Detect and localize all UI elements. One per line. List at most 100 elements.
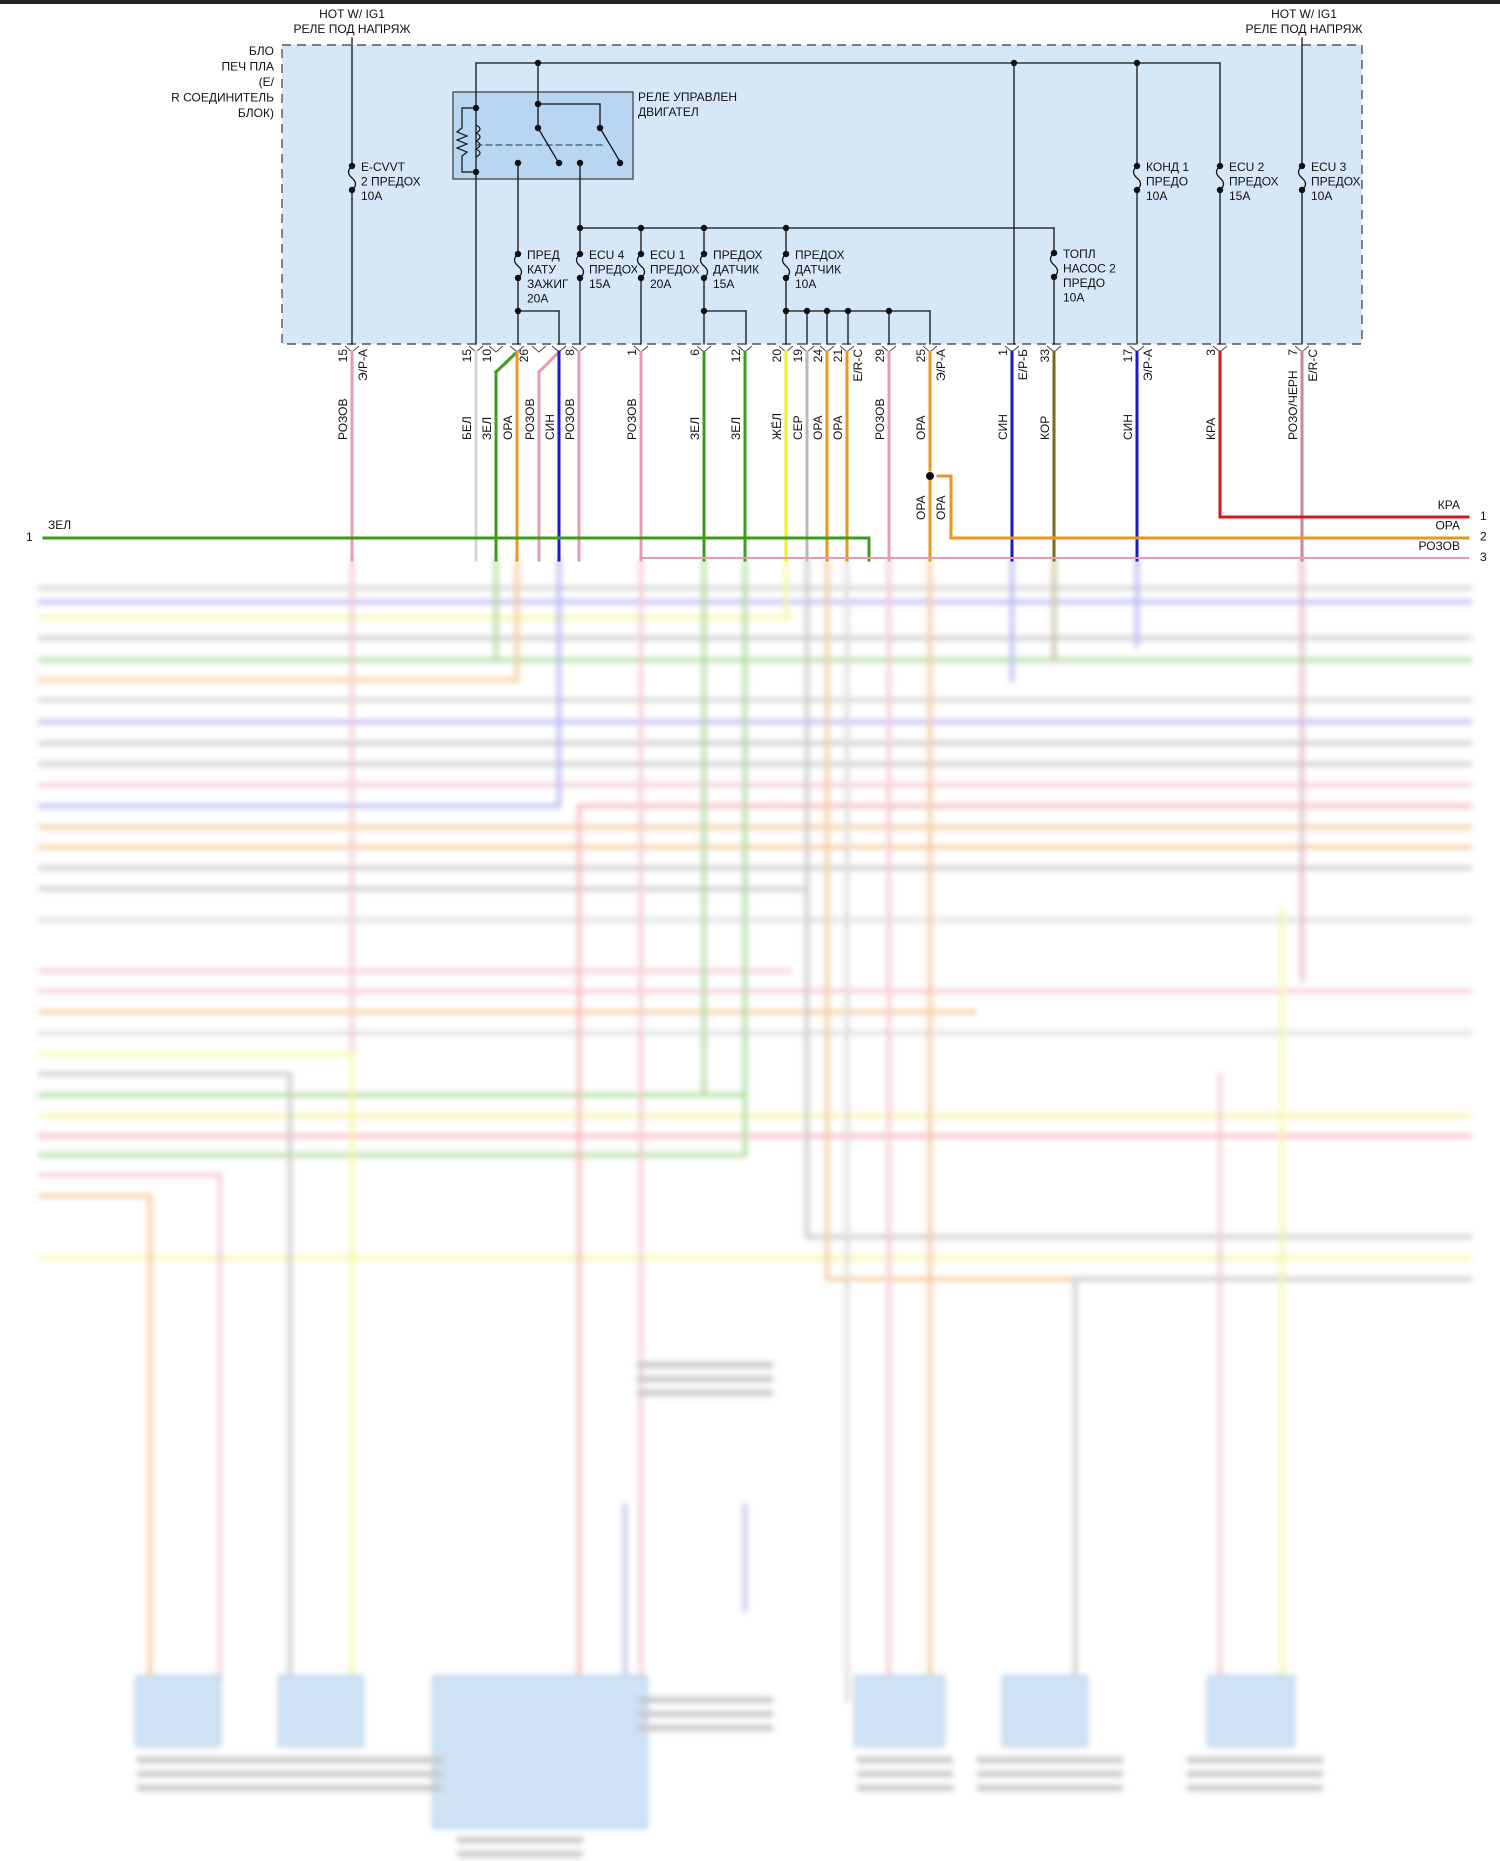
fuse-label-ecu2: ПРЕДОХ (1229, 175, 1279, 189)
wire-pin-number: 8 (563, 349, 577, 356)
fuse-block-box (281, 44, 1363, 345)
fuse-terminal (700, 274, 708, 282)
fuse-terminal (1298, 162, 1306, 170)
wire-connector-label: E/R-C (1306, 349, 1320, 382)
connector-terminal-icon (488, 345, 504, 353)
fuse-icon (575, 253, 585, 279)
wire-color-label: СИН (1121, 414, 1135, 440)
junction-dot (555, 159, 563, 167)
fuse-block-label: ПЕЧ ПЛА (222, 60, 274, 74)
fuse-label-pred-katu-zazhig: КАТУ (527, 263, 556, 277)
junction-dot (576, 224, 584, 232)
junction-dot (534, 100, 542, 108)
fuse-terminal (782, 274, 790, 282)
fuse-terminal (637, 274, 645, 282)
wire-color-label: СЕР (791, 415, 805, 440)
fuse-icon (513, 253, 523, 279)
fuse-label-kond1: ПРЕДО (1146, 175, 1188, 189)
fuse-terminal (637, 250, 645, 258)
fuse-terminal (514, 274, 522, 282)
relay-resistor (455, 107, 476, 173)
junction-dot (1010, 59, 1018, 67)
wire-color-label: ОРА (914, 415, 928, 440)
blurred-component-box (1002, 1675, 1088, 1747)
relay-label: РЕЛЕ УПРАВЛЕН (638, 90, 737, 104)
wire-pin-number: 26 (517, 349, 531, 363)
fuse-label-predox-datchik-15: ПРЕДОХ (713, 248, 763, 262)
wire-pin-number: 15 (460, 349, 474, 363)
wire-color-label: КОР (1038, 416, 1052, 440)
splice-wire-label: ОРА (914, 495, 928, 520)
wire-color-label: ОРА (831, 415, 845, 440)
hot-ig1-label-left: HOT W/ IG1 (319, 7, 385, 21)
fuse-icon (347, 165, 357, 191)
right-connector-label: РОЗОВ (1418, 539, 1460, 553)
wire-connector-label: Э/Р-А (934, 349, 948, 381)
fuse-label-ecu1: ECU 1 (650, 248, 686, 262)
fuse-terminal (1050, 273, 1058, 281)
blurred-component-box (1207, 1675, 1295, 1747)
blurred-component-box (278, 1675, 364, 1747)
right-connector-pin: 3 (1480, 550, 1487, 564)
wire-color-label: ЗЕЛ (480, 417, 494, 440)
fuse-label-pred-katu-zazhig: 20A (527, 292, 548, 306)
fuse-label-pred-katu-zazhig: ПРЕД (527, 248, 560, 262)
left-connector-pin: 1 (26, 530, 33, 544)
fuse-terminal (1216, 162, 1224, 170)
fuse-label-ecu4: ПРЕДОХ (589, 263, 639, 277)
wire-color-label: КРА (1204, 418, 1218, 440)
right-connector-pin: 1 (1480, 509, 1487, 523)
fuse-label-ecu3: ECU 3 (1311, 160, 1347, 174)
wire-pin-number: 33 (1038, 349, 1052, 363)
blurred-background (0, 560, 1500, 1861)
wire-pin-number: 1 (996, 349, 1010, 356)
relay-label: ДВИГАТЕЛ (638, 105, 699, 119)
junction-dot (514, 307, 522, 315)
junction-dot (616, 159, 624, 167)
fuse-icon (1297, 165, 1307, 191)
wire-color-label: ЗЕЛ (729, 417, 743, 440)
wire-РОЗОВ (536, 349, 562, 375)
wire-pin-number: 25 (914, 349, 928, 363)
wire-connector-label: E/R-C (851, 349, 865, 382)
wire-pin-number: 1 (625, 349, 639, 356)
fuse-terminal (700, 250, 708, 258)
fuse-terminal (1133, 162, 1141, 170)
wire-pin-number: 3 (1204, 349, 1218, 356)
fuse-icon (1049, 252, 1059, 278)
splice-dot (926, 472, 934, 480)
fuse-label-ecu2: ECU 2 (1229, 160, 1265, 174)
fuse-icon (781, 253, 791, 279)
wire-pin-number: 21 (831, 349, 845, 363)
hot-ig1-label-right: HOT W/ IG1 (1271, 7, 1337, 21)
fuse-label-pred-katu-zazhig: ЗАЖИГ (527, 277, 569, 291)
fuse-terminal (514, 250, 522, 258)
wire-color-label: РОЗО/ЧЕРН (1286, 370, 1300, 440)
wire-color-label: БЕЛ (460, 416, 474, 440)
relay-switch-contact (537, 127, 558, 161)
junction-dot (844, 307, 852, 315)
wire-pin-number: 6 (688, 349, 702, 356)
fuse-block-label: R СОЕДИНИТЕЛЬ (171, 91, 274, 105)
fuse-label-ecu4: ECU 4 (589, 248, 625, 262)
wire-color-label: РОЗОВ (523, 398, 537, 440)
connector-terminal-icon (531, 345, 547, 353)
wire-pin-number: 7 (1286, 349, 1300, 356)
fuse-label-topl-nasos-2: НАСОС 2 (1063, 262, 1116, 276)
fuse-label-predox-datchik-15: 15A (713, 277, 734, 291)
fuse-terminal (348, 186, 356, 194)
left-connector-label: ЗЕЛ (48, 518, 71, 532)
fuse-label-kond1: КОНД 1 (1146, 160, 1189, 174)
fuse-label-e-cvvt: 10A (361, 189, 382, 203)
wire-color-label: ОРА (811, 415, 825, 440)
fuse-label-e-cvvt: E-CVVT (361, 160, 406, 174)
relay-switch-contact (599, 127, 620, 161)
fuse-label-ecu1: ПРЕДОХ (650, 263, 700, 277)
fuse-block-label: (Е/ (259, 75, 275, 89)
wire-pin-number: 20 (770, 349, 784, 363)
blurred-lower-diagram (0, 558, 1500, 1861)
wire-pin-number: 24 (811, 349, 825, 363)
junction-dot (823, 307, 831, 315)
